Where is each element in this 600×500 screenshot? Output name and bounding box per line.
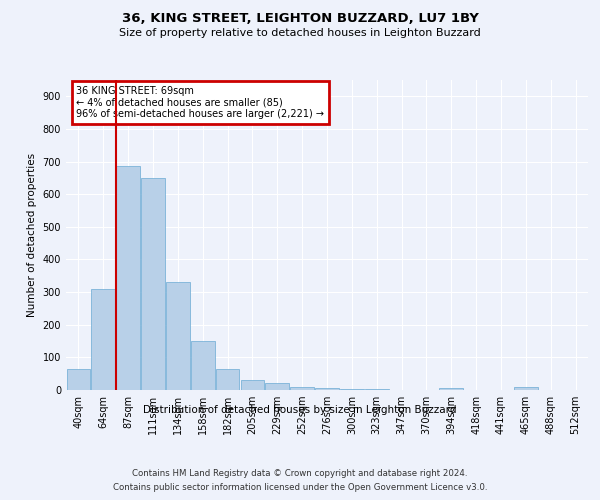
Bar xyxy=(67,369,90,390)
Bar xyxy=(241,380,264,390)
Bar xyxy=(116,166,140,390)
Bar xyxy=(141,178,165,390)
Bar xyxy=(191,341,215,390)
Text: 36 KING STREET: 69sqm
← 4% of detached houses are smaller (85)
96% of semi-detac: 36 KING STREET: 69sqm ← 4% of detached h… xyxy=(76,86,325,120)
Text: Contains HM Land Registry data © Crown copyright and database right 2024.: Contains HM Land Registry data © Crown c… xyxy=(132,468,468,477)
Bar xyxy=(166,282,190,390)
Bar xyxy=(265,384,289,390)
Y-axis label: Number of detached properties: Number of detached properties xyxy=(27,153,37,317)
Text: Contains public sector information licensed under the Open Government Licence v3: Contains public sector information licen… xyxy=(113,484,487,492)
Text: Size of property relative to detached houses in Leighton Buzzard: Size of property relative to detached ho… xyxy=(119,28,481,38)
Text: 36, KING STREET, LEIGHTON BUZZARD, LU7 1BY: 36, KING STREET, LEIGHTON BUZZARD, LU7 1… xyxy=(122,12,478,26)
Bar xyxy=(91,289,115,390)
Bar xyxy=(315,388,339,390)
Bar xyxy=(439,388,463,390)
Bar xyxy=(514,386,538,390)
Text: Distribution of detached houses by size in Leighton Buzzard: Distribution of detached houses by size … xyxy=(143,405,457,415)
Bar xyxy=(290,386,314,390)
Bar xyxy=(216,369,239,390)
